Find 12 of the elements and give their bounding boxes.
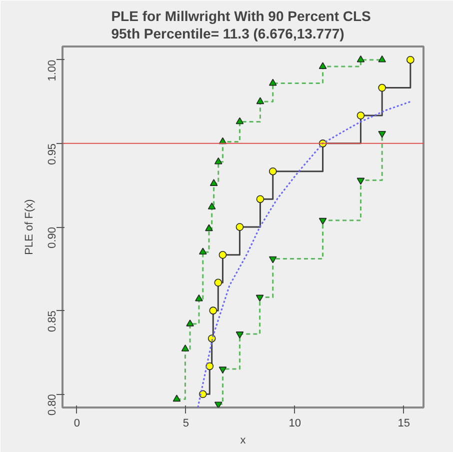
y-axis-title: PLE of F(x): [24, 199, 36, 255]
y-tick-label: 0.95: [46, 143, 58, 165]
y-tick-label: 0.80: [46, 394, 58, 416]
x-tick-label: 10: [288, 418, 302, 430]
x-tick-label: 5: [182, 418, 189, 430]
y-tick-label: 1.00: [46, 60, 58, 82]
x-tick-label: 0: [74, 418, 80, 430]
chart-title: PLE for Millwright With 90 Percent CLS 95th Percentile= 11.3 (6.676,13.777): [111, 8, 371, 42]
y-tick-label: 0.85: [46, 310, 58, 332]
x-tick-label: 15: [398, 418, 410, 430]
x-axis-title: x: [240, 434, 246, 446]
y-tick-label: 0.90: [46, 226, 58, 248]
